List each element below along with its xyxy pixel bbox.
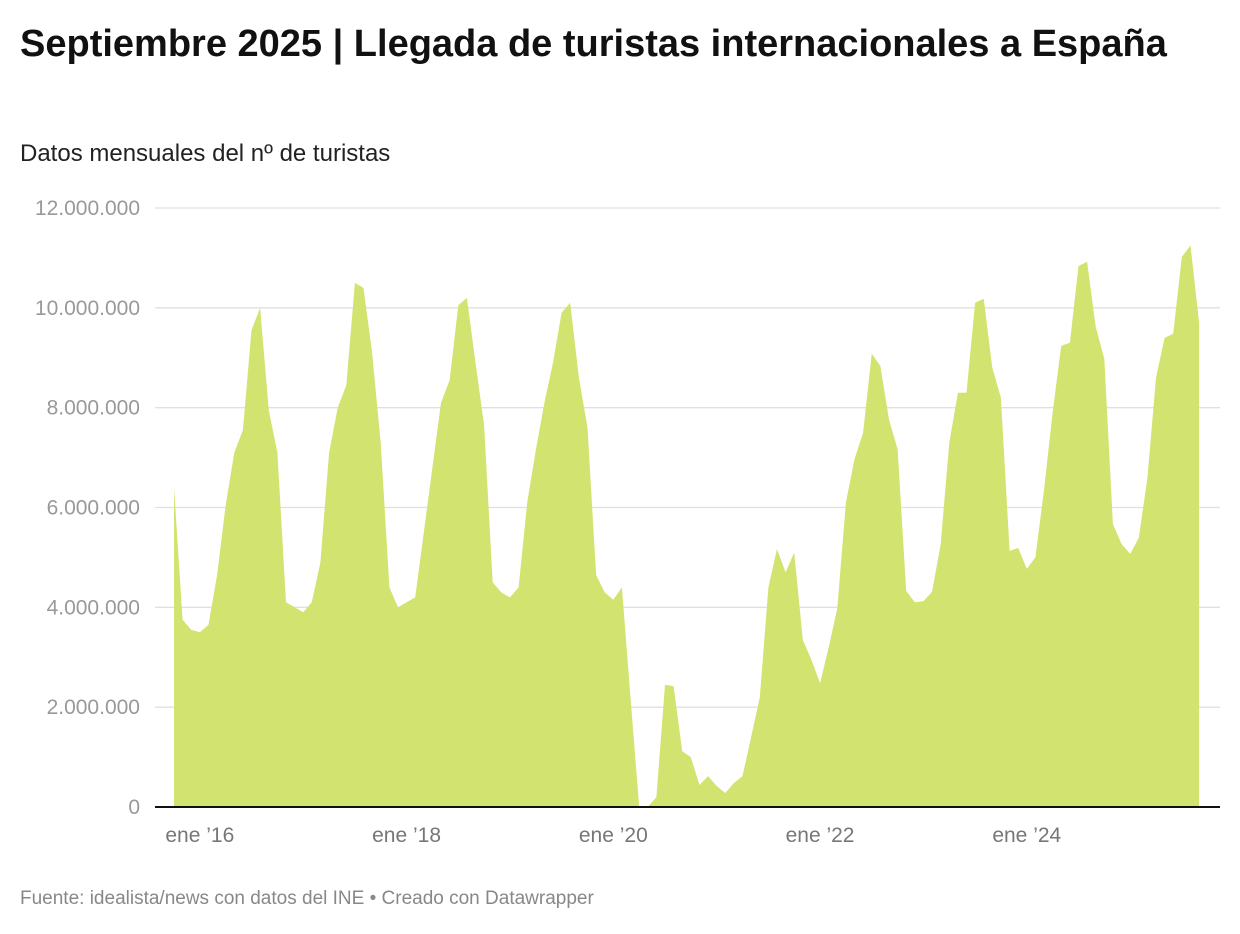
y-tick-label: 10.000.000: [35, 297, 140, 320]
x-tick-label: ene ’18: [372, 824, 441, 847]
y-tick-label: 12.000.000: [35, 197, 140, 220]
y-tick-label: 8.000.000: [47, 397, 140, 420]
tourist-arrivals-area: [174, 245, 1200, 807]
y-tick-label: 2.000.000: [47, 696, 140, 719]
x-axis-labels: ene ’16 ene ’18 ene ’20 ene ’22 ene ’24: [165, 824, 1061, 847]
x-tick-label: ene ’24: [992, 824, 1061, 847]
source-footer: Fuente: idealista/news con datos del INE…: [20, 888, 594, 909]
y-tick-label: 6.000.000: [47, 497, 140, 520]
x-tick-label: ene ’16: [165, 824, 234, 847]
y-axis-labels: 0 2.000.000 4.000.000 6.000.000 8.000.000 10.…: [35, 197, 140, 819]
x-tick-label: ene ’20: [579, 824, 648, 847]
y-tick-label: 0: [128, 796, 140, 819]
chart-title: Septiembre 2025 | Llegada de turistas in…: [20, 23, 1167, 65]
y-tick-label: 4.000.000: [47, 596, 140, 619]
chart-subtitle: Datos mensuales del nº de turistas: [20, 140, 391, 167]
x-tick-label: ene ’22: [786, 824, 855, 847]
